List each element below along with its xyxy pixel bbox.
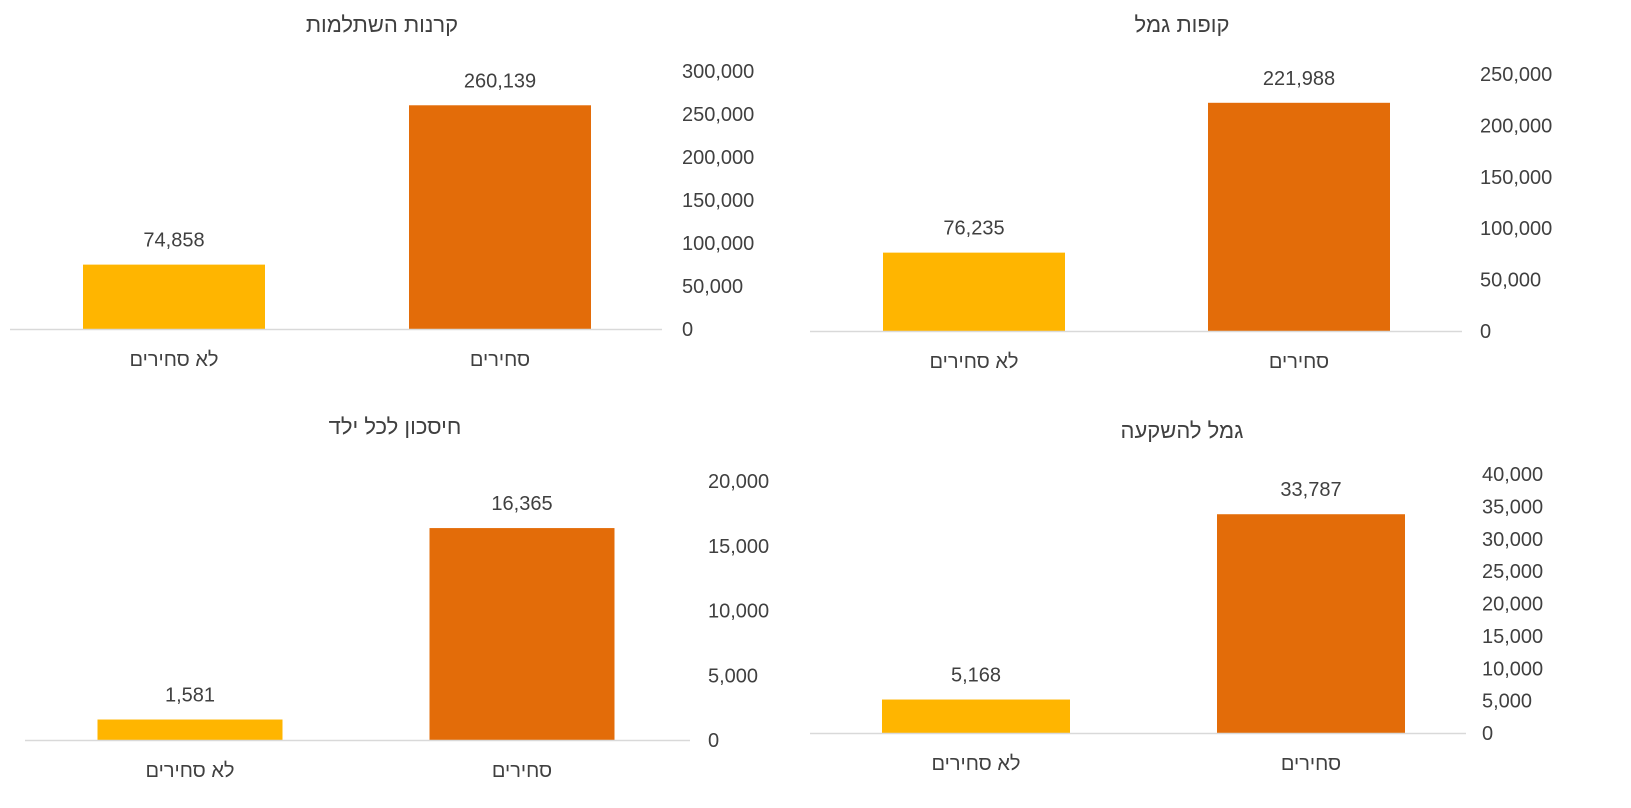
y-tick-label: 25,000	[1482, 561, 1543, 583]
data-label: 76,235	[943, 218, 1004, 240]
y-tick-label: 150,000	[682, 190, 754, 212]
y-tick-label: 250,000	[682, 104, 754, 126]
y-tick-label: 10,000	[1482, 658, 1543, 680]
y-tick-label: 5,000	[708, 665, 758, 687]
bar-sachirim	[1208, 102, 1390, 332]
data-label: 5,168	[951, 665, 1001, 687]
y-tick-label: 150,000	[1480, 167, 1552, 189]
bar-lo-sachirim	[83, 264, 265, 329]
y-tick-label: 30,000	[1482, 529, 1543, 551]
chart-title: גמל להשקעה	[1120, 418, 1244, 443]
y-tick-label: 10,000	[708, 601, 769, 623]
x-category-label: לא סחירים	[145, 760, 234, 782]
y-tick-label: 50,000	[1480, 270, 1541, 292]
x-category-label: סחירים	[1269, 351, 1329, 373]
y-tick-label: 0	[1480, 321, 1491, 343]
y-tick-label: 200,000	[682, 147, 754, 169]
y-tick-label: 250,000	[1480, 64, 1552, 86]
x-category-label: לא סחירים	[929, 351, 1018, 373]
y-tick-label: 300,000	[682, 61, 754, 83]
y-tick-label: 20,000	[708, 471, 769, 493]
chart-title: קרנות השתלמות	[305, 12, 459, 37]
x-category-label: סחירים	[470, 349, 530, 371]
x-category-label: סחירים	[492, 760, 552, 782]
data-label: 16,365	[491, 493, 552, 515]
x-category-label: סחירים	[1281, 753, 1341, 775]
y-tick-label: 20,000	[1482, 594, 1543, 616]
bar-lo-sachirim	[97, 719, 283, 740]
data-label: 221,988	[1263, 68, 1335, 90]
bar-sachirim	[1217, 514, 1405, 733]
x-category-label: לא סחירים	[931, 753, 1020, 775]
y-tick-label: 0	[1482, 723, 1493, 745]
y-tick-label: 0	[682, 319, 693, 341]
y-tick-label: 100,000	[682, 233, 754, 255]
y-tick-label: 15,000	[708, 536, 769, 558]
data-label: 260,139	[464, 70, 536, 92]
y-tick-label: 200,000	[1480, 115, 1552, 137]
y-tick-label: 50,000	[682, 276, 743, 298]
chart-title: קופות גמל	[1134, 12, 1230, 37]
y-tick-label: 100,000	[1480, 218, 1552, 240]
data-label: 33,787	[1280, 479, 1341, 501]
data-label: 74,858	[143, 230, 204, 252]
x-category-label: לא סחירים	[129, 349, 218, 371]
bar-sachirim	[409, 105, 591, 329]
bar-lo-sachirim	[882, 699, 1070, 733]
bar-sachirim	[429, 528, 615, 740]
y-tick-label: 15,000	[1482, 626, 1543, 648]
y-tick-label: 40,000	[1482, 464, 1543, 486]
y-tick-label: 0	[708, 730, 719, 752]
y-tick-label: 35,000	[1482, 496, 1543, 518]
chart-title: חיסכון לכל ילד	[328, 414, 462, 439]
data-label: 1,581	[165, 685, 215, 707]
y-tick-label: 5,000	[1482, 691, 1532, 713]
bar-lo-sachirim	[883, 252, 1065, 331]
